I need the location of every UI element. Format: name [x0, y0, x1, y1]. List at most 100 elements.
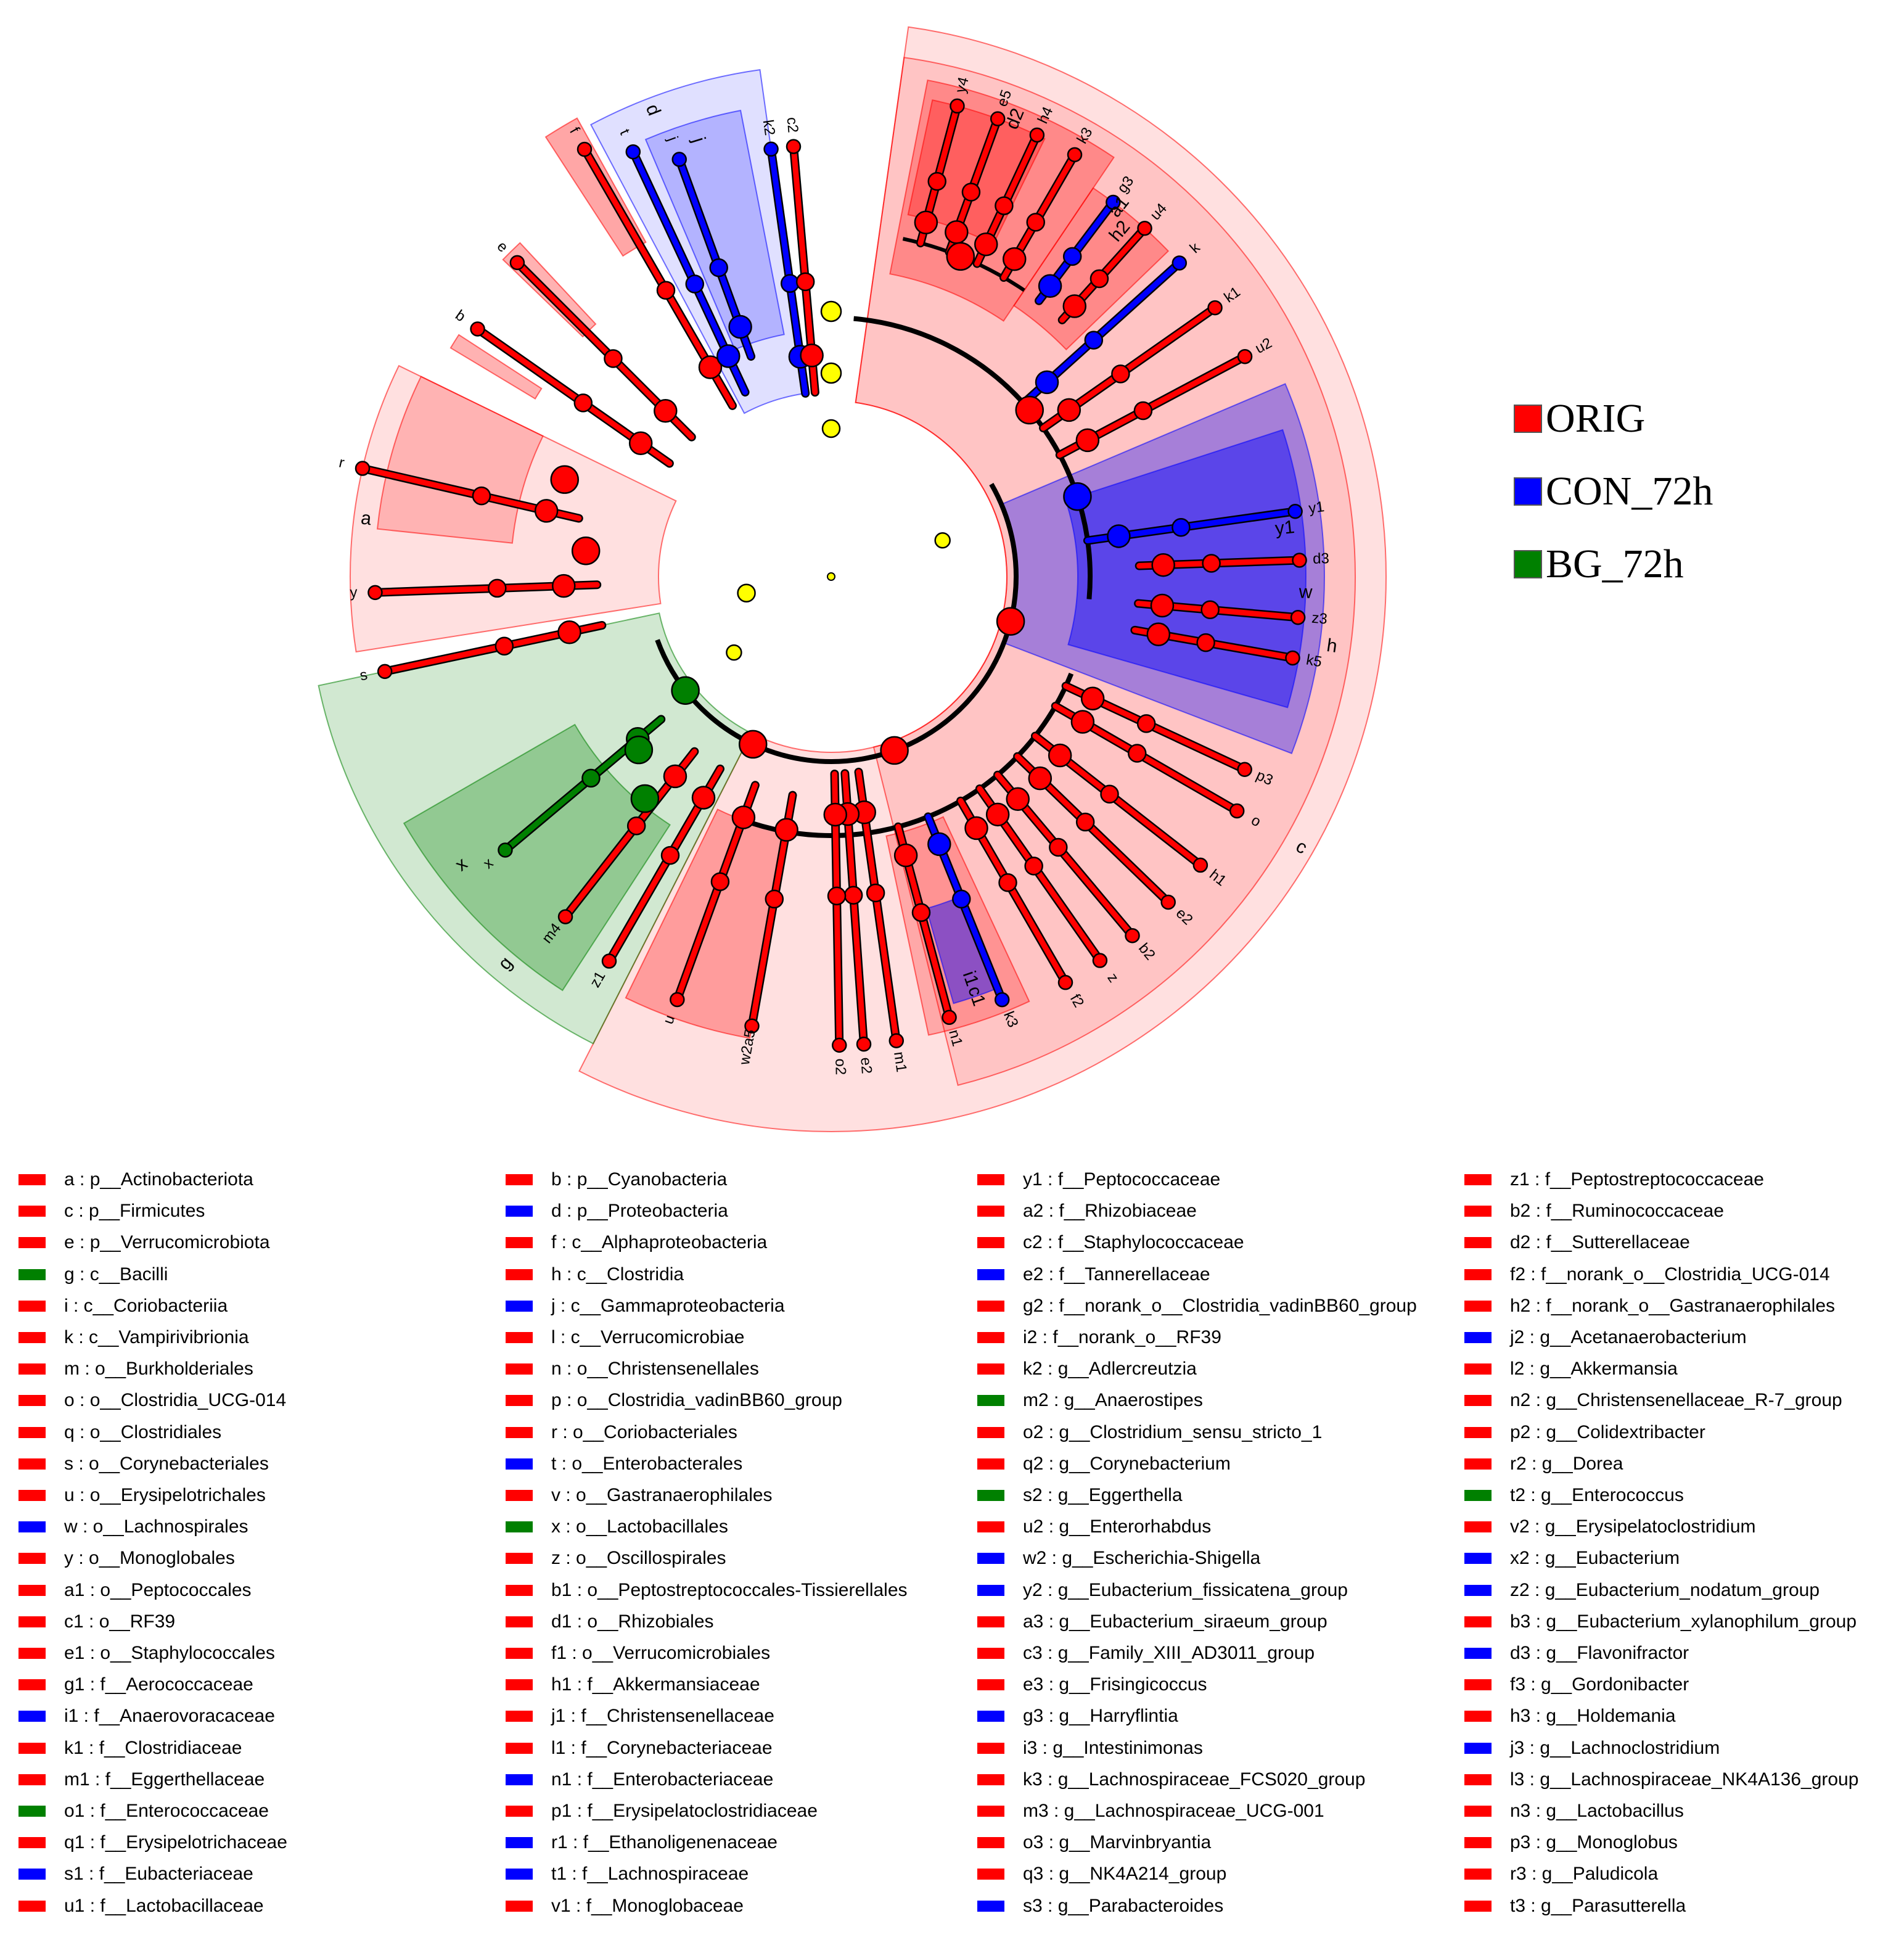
branch-node — [1006, 787, 1030, 812]
legend-item-a1: a1 : o__Peptococcales — [0, 1575, 252, 1606]
branch-node — [660, 845, 680, 865]
legend-item-r: r : o__Coriobacteriales — [487, 1417, 737, 1448]
leaf-node — [557, 909, 573, 924]
legend-item-t3: t3 : g__Parasutterella — [1446, 1891, 1686, 1922]
backbone-arc-c — [752, 483, 1019, 764]
branch-node — [685, 274, 705, 294]
branch-node — [927, 832, 951, 857]
branch-node — [780, 274, 800, 293]
legend-item-o: o : o__Clostridia_UCG-014 — [0, 1385, 286, 1416]
branch-node — [1003, 247, 1027, 271]
leaf-label-c2: c2 — [784, 117, 802, 134]
legend-swatch — [506, 1711, 533, 1722]
leaf-label-y: y — [350, 584, 358, 601]
legend-label: e3 : g__Frisingicoccus — [1023, 1674, 1207, 1695]
branch-node — [1089, 269, 1109, 289]
legend-swatch — [506, 1395, 533, 1407]
legend-swatch — [506, 1648, 533, 1659]
legend-item-m2: m2 : g__Anaerostipes — [959, 1385, 1203, 1416]
legend-label: s1 : f__Eubacteriaceae — [64, 1864, 253, 1885]
leaf-label-r: r — [337, 454, 346, 471]
legend-swatch — [1464, 1332, 1492, 1343]
legend-swatch — [506, 1490, 533, 1501]
branch-node — [823, 802, 847, 827]
branch-node — [985, 802, 1010, 827]
leaf-node — [832, 1037, 847, 1053]
legend-item-d3: d3 : g__Flavonifractor — [1446, 1638, 1689, 1669]
legend-item-v2: v2 : g__Erysipelatoclostridium — [1446, 1511, 1756, 1542]
root-node-2 — [820, 362, 842, 384]
branch-node — [774, 818, 798, 842]
legend-swatch — [506, 1363, 533, 1375]
legend-swatch — [18, 1900, 46, 1912]
legend-item-e: e : p__Verrucomicrobiota — [0, 1227, 270, 1258]
legend-item-y2: y2 : g__Eubacterium_fissicatena_group — [959, 1575, 1348, 1606]
branch-node — [1202, 554, 1221, 573]
legend-swatch — [18, 1648, 46, 1659]
branch-node — [691, 786, 716, 810]
branch-node — [974, 232, 998, 257]
group-label-con-72h: CON_72h — [1546, 469, 1713, 514]
root-node-5 — [737, 583, 756, 602]
legend-label: u1 : f__Lactobacillaceae — [64, 1895, 264, 1916]
legend-item-q3: q3 : g__NK4A214_group — [959, 1859, 1226, 1889]
branch-node — [800, 343, 824, 368]
legend-item-h: h : c__Clostridia — [487, 1259, 684, 1290]
branch-node — [488, 578, 507, 598]
legend-item-j1: j1 : f__Christensenellaceae — [487, 1701, 774, 1732]
legend-item-y1: y1 : f__Peptococcaceae — [959, 1164, 1220, 1195]
legend-item-g: g : c__Bacilli — [0, 1259, 168, 1290]
legend-label: m : o__Burkholderiales — [64, 1359, 253, 1380]
legend-item-n1: n1 : f__Enterobacteriaceae — [487, 1764, 773, 1795]
legend-item-j2: j2 : g__Acetanaerobacterium — [1446, 1322, 1747, 1353]
legend-label: a2 : f__Rhizobiaceae — [1023, 1201, 1197, 1222]
legend-swatch — [977, 1584, 1004, 1596]
legend-label: f : c__Alphaproteobacteria — [551, 1232, 768, 1253]
branch-node — [995, 196, 1014, 215]
legend-swatch — [18, 1458, 46, 1470]
legend-label: h : c__Clostridia — [551, 1264, 684, 1285]
legend-swatch — [506, 1869, 533, 1880]
legend-swatch — [18, 1742, 46, 1754]
branch-node — [1075, 428, 1100, 453]
branch-node — [654, 399, 678, 423]
legend-label: u : o__Erysipelotrichales — [64, 1485, 266, 1505]
legend-label: f2 : f__norank_o__Clostridia_UCG-014 — [1510, 1264, 1830, 1285]
legend-swatch — [506, 1553, 533, 1565]
clade-node — [946, 242, 975, 271]
legend-swatch — [1464, 1300, 1492, 1312]
legend-item-p: p : o__Clostridia_vadinBB60_group — [487, 1385, 842, 1416]
branch-node — [1111, 364, 1130, 384]
legend-swatch — [18, 1521, 46, 1533]
root-node-1 — [821, 419, 841, 438]
legend-swatch — [506, 1742, 533, 1754]
clade-node — [550, 465, 579, 494]
legend-swatch — [506, 1237, 533, 1249]
legend-swatch — [18, 1300, 46, 1312]
legend-label: l3 : g__Lachnospiraceae_NK4A136_group — [1510, 1769, 1859, 1790]
legend-swatch — [977, 1837, 1004, 1849]
leaf-node — [1237, 348, 1253, 364]
clade-label-h: h — [1326, 635, 1339, 657]
leaf-node — [744, 1018, 760, 1034]
branch-node — [728, 315, 752, 339]
legend-swatch — [977, 1237, 1004, 1249]
legend-label: c3 : g__Family_XIII_AD3011_group — [1023, 1643, 1315, 1663]
legend-item-m3: m3 : g__Lachnospiraceae_UCG-001 — [959, 1796, 1324, 1827]
leaf-node — [856, 1036, 872, 1052]
legend-swatch — [1464, 1553, 1492, 1565]
branch-node — [698, 355, 723, 379]
legend-item-i2: i2 : f__norank_o__RF39 — [959, 1322, 1221, 1353]
legend-item-l2: l2 : g__Akkermansia — [1446, 1354, 1678, 1384]
legend-item-d: d : p__Proteobacteria — [487, 1196, 728, 1227]
legend-label: t2 : g__Enterococcus — [1510, 1485, 1684, 1505]
legend-swatch — [1464, 1206, 1492, 1217]
leaf-node — [1172, 255, 1188, 271]
legend-item-c1: c1 : o__RF39 — [0, 1606, 175, 1637]
legend-swatch — [18, 1553, 46, 1565]
legend-swatch — [977, 1206, 1004, 1217]
clade-label-w: w — [1298, 582, 1313, 602]
legend-swatch — [977, 1806, 1004, 1817]
legend-item-t2: t2 : g__Enterococcus — [1446, 1480, 1684, 1511]
